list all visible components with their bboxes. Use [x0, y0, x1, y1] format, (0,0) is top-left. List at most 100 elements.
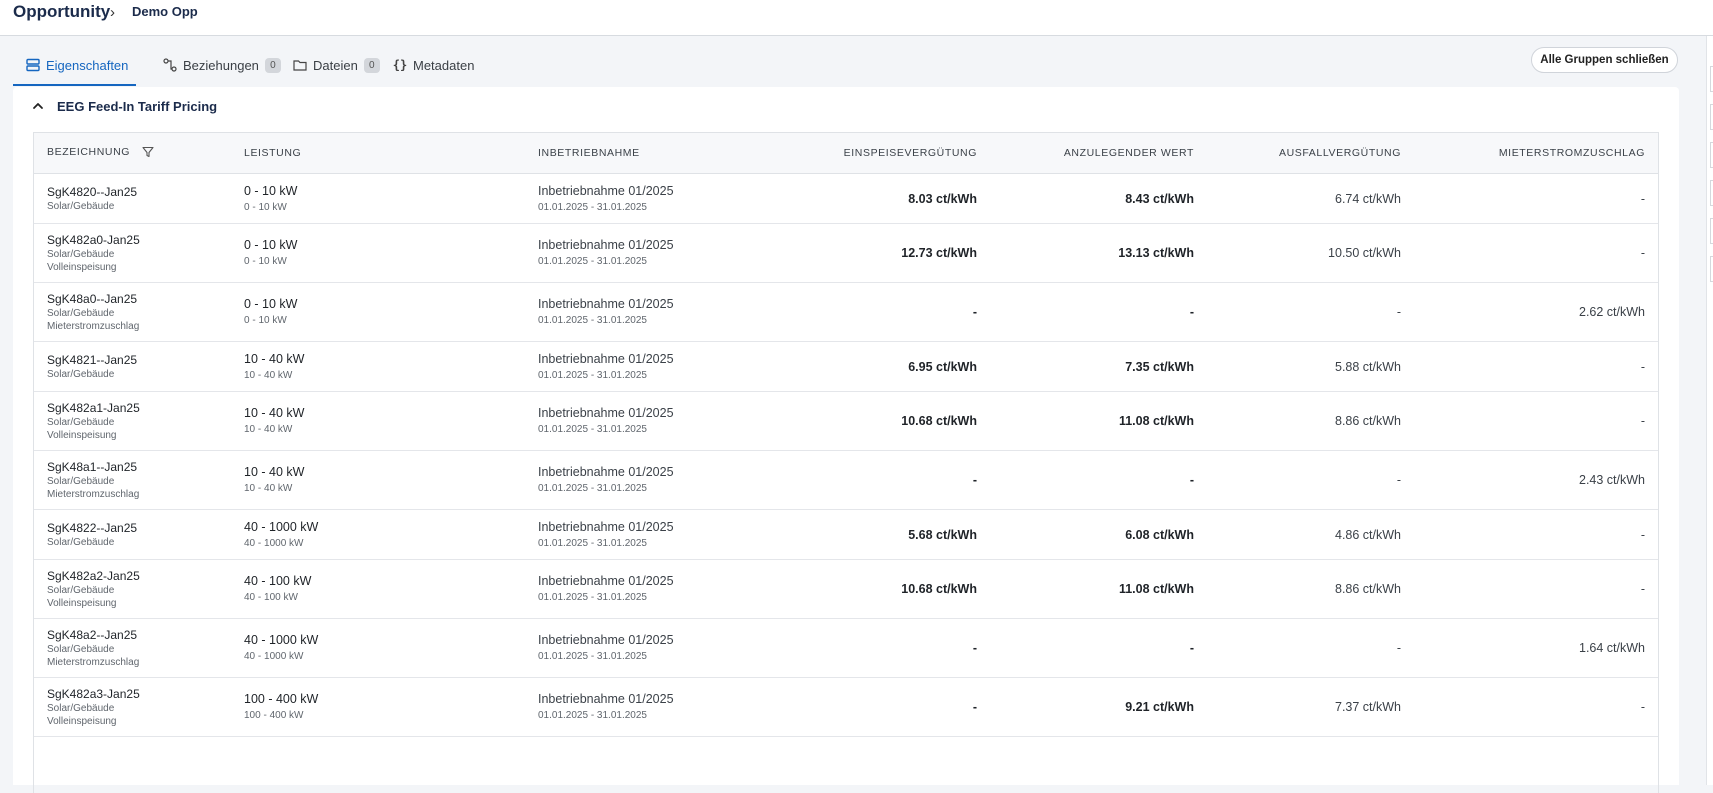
- outage-compensation-cell: 8.86 ct/kWh: [1207, 391, 1414, 451]
- power-range-sub: 40 - 100 kW: [244, 592, 298, 603]
- row-category: Solar/Gebäude: [47, 248, 115, 260]
- tab-dateien[interactable]: Dateien 0: [292, 44, 380, 86]
- table-row[interactable]: SgK48a2--Jan25 Solar/Gebäude Mieterstromzu…: [34, 618, 1658, 678]
- commission-cell: Inbetriebnahme 01/2025 01.01.2025 - 31.01…: [525, 391, 762, 451]
- commission-period: 01.01.2025 - 31.01.2025: [538, 369, 647, 381]
- name-cell: SgK48a1--Jan25 Solar/Gebäude Mieterstromzu…: [34, 450, 231, 510]
- power-range: 10 - 40 kW: [244, 351, 305, 366]
- tenant-surcharge-cell: -: [1414, 223, 1658, 283]
- table-row[interactable]: SgK48a0--Jan25 Solar/Gebäude Mieterstromzu…: [34, 282, 1658, 342]
- commission-cell: Inbetriebnahme 01/2025 01.01.2025 - 31.01…: [525, 173, 762, 224]
- outage-compensation-value: 5.88 ct/kWh: [1335, 359, 1401, 374]
- feed-in-tariff-cell: 6.95 ct/kWh: [762, 341, 990, 392]
- target-value-value: -: [1189, 473, 1194, 487]
- group-header[interactable]: EEG Feed-In Tariff Pricing: [31, 95, 217, 117]
- table-row[interactable]: SgK482a2-Jan25 Solar/Gebäude Volleinspeisu…: [34, 559, 1658, 619]
- feed-in-tariff-value: 5.68 ct/kWh: [908, 527, 977, 542]
- target-value-value: 9.21 ct/kWh: [1125, 700, 1194, 714]
- feed-in-tariff-value: 6.95 ct/kWh: [908, 359, 977, 374]
- tenant-surcharge-value: -: [1640, 359, 1645, 374]
- power-cell: 100 - 400 kW 100 - 400 kW: [231, 677, 525, 737]
- outage-compensation-cell: -: [1207, 282, 1414, 342]
- commission-period: 01.01.2025 - 31.01.2025: [538, 710, 647, 721]
- column-header-einspeiseverguetung[interactable]: EINSPEISEVERGÜTUNG: [762, 133, 990, 174]
- tab-label: Eigenschaften: [46, 57, 129, 73]
- target-value-cell: 13.13 ct/kWh: [990, 223, 1207, 283]
- side-tab[interactable]: [1710, 180, 1713, 206]
- power-range-sub: 0 - 10 kW: [244, 315, 287, 326]
- table-row[interactable]: SgK4822--Jan25 Solar/Gebäude 40 - 1000 kW 4…: [34, 509, 1658, 560]
- side-tab[interactable]: [1710, 256, 1713, 282]
- power-cell: 0 - 10 kW 0 - 10 kW: [231, 173, 525, 224]
- target-value-value: 8.43 ct/kWh: [1125, 191, 1194, 206]
- filter-icon[interactable]: [142, 146, 154, 161]
- outage-compensation-cell: -: [1207, 618, 1414, 678]
- table-header-row: BEZEICHNUNG LEISTUNG INBETRIEBNAHME EINS…: [34, 133, 1658, 174]
- side-tab[interactable]: [1710, 66, 1713, 92]
- table-row[interactable]: SgK482a0-Jan25 Solar/Gebäude Volleinspeisu…: [34, 223, 1658, 283]
- commission-label: Inbetriebnahme 01/2025: [538, 406, 674, 420]
- power-cell: 10 - 40 kW 10 - 40 kW: [231, 391, 525, 451]
- tab-eigenschaften[interactable]: Eigenschaften: [13, 44, 136, 86]
- commission-period: 01.01.2025 - 31.01.2025: [538, 315, 647, 326]
- power-range: 40 - 1000 kW: [244, 633, 319, 647]
- column-header-bezeichnung[interactable]: BEZEICHNUNG: [34, 133, 231, 174]
- feed-in-tariff-value: -: [972, 305, 977, 319]
- power-range: 40 - 100 kW: [244, 574, 312, 588]
- folder-icon: [292, 57, 308, 73]
- commission-label: Inbetriebnahme 01/2025: [538, 692, 674, 706]
- column-header-leistung[interactable]: LEISTUNG: [231, 133, 525, 174]
- name-cell: SgK4820--Jan25 Solar/Gebäude: [34, 173, 231, 224]
- row-category: Volleinspeisung: [47, 715, 117, 727]
- outage-compensation-cell: 6.74 ct/kWh: [1207, 173, 1414, 224]
- tenant-surcharge-value: -: [1640, 700, 1645, 714]
- tenant-surcharge-cell: 1.64 ct/kWh: [1414, 618, 1658, 678]
- target-value-value: 13.13 ct/kWh: [1118, 246, 1194, 260]
- power-range: 10 - 40 kW: [244, 406, 305, 420]
- column-header-mieterstromzuschlag[interactable]: MIETERSTROMZUSCHLAG: [1414, 133, 1658, 174]
- feed-in-tariff-cell: 10.68 ct/kWh: [762, 391, 990, 451]
- braces-icon: {}: [392, 58, 408, 72]
- table-row[interactable]: SgK48a1--Jan25 Solar/Gebäude Mieterstromzu…: [34, 450, 1658, 510]
- name-cell: SgK482a0-Jan25 Solar/Gebäude Volleinspeisu…: [34, 223, 231, 283]
- row-category: Solar/Gebäude: [47, 368, 115, 380]
- name-cell: SgK4822--Jan25 Solar/Gebäude: [34, 509, 231, 560]
- table-row[interactable]: SgK4821--Jan25 Solar/Gebäude 10 - 40 kW 10 …: [34, 341, 1658, 392]
- row-category: Solar/Gebäude: [47, 307, 115, 319]
- commission-cell: Inbetriebnahme 01/2025 01.01.2025 - 31.01…: [525, 509, 762, 560]
- tenant-surcharge-cell: -: [1414, 341, 1658, 392]
- feed-in-tariff-cell: 5.68 ct/kWh: [762, 509, 990, 560]
- target-value-cell: 8.43 ct/kWh: [990, 173, 1207, 224]
- close-all-groups-button[interactable]: Alle Gruppen schließen: [1531, 47, 1678, 73]
- target-value-cell: 7.35 ct/kWh: [990, 341, 1207, 392]
- column-header-inbetriebnahme[interactable]: INBETRIEBNAHME: [525, 133, 762, 174]
- feed-in-tariff-value: 12.73 ct/kWh: [901, 246, 977, 260]
- power-range-sub: 0 - 10 kW: [244, 201, 287, 213]
- tab-bar: Eigenschaften Beziehungen 0 Dateien 0 {}…: [13, 44, 613, 86]
- power-cell: 10 - 40 kW 10 - 40 kW: [231, 450, 525, 510]
- breadcrumb-root[interactable]: Opportunity: [13, 2, 111, 21]
- table-row[interactable]: SgK4820--Jan25 Solar/Gebäude 0 - 10 kW 0 - …: [34, 173, 1658, 224]
- tab-beziehungen[interactable]: Beziehungen 0: [162, 44, 281, 86]
- tab-metadaten[interactable]: {} Metadaten: [392, 44, 475, 86]
- tenant-surcharge-value: -: [1640, 527, 1645, 542]
- row-category: Solar/Gebäude: [47, 475, 115, 487]
- power-range-sub: 0 - 10 kW: [244, 256, 287, 267]
- side-tab[interactable]: [1710, 142, 1713, 168]
- row-name: SgK4820--Jan25: [47, 184, 138, 199]
- target-value-cell: 6.08 ct/kWh: [990, 509, 1207, 560]
- outage-compensation-value: 4.86 ct/kWh: [1335, 527, 1401, 542]
- side-tab[interactable]: [1710, 104, 1713, 130]
- power-range-sub: 10 - 40 kW: [244, 483, 293, 494]
- table-row[interactable]: SgK482a1-Jan25 Solar/Gebäude Volleinspeisu…: [34, 391, 1658, 451]
- target-value-value: 11.08 ct/kWh: [1118, 582, 1194, 596]
- column-header-ausfallverguetung[interactable]: AUSFALLVERGÜTUNG: [1207, 133, 1414, 174]
- row-category: Solar/Gebäude: [47, 536, 115, 548]
- side-tab[interactable]: [1710, 218, 1713, 244]
- outage-compensation-value: 7.37 ct/kWh: [1335, 700, 1401, 714]
- feed-in-tariff-value: 8.03 ct/kWh: [908, 191, 977, 206]
- power-cell: 10 - 40 kW 10 - 40 kW: [231, 341, 525, 392]
- column-header-anzulegender-wert[interactable]: ANZULEGENDER WERT: [990, 133, 1207, 174]
- commission-label: Inbetriebnahme 01/2025: [538, 238, 674, 252]
- table-row[interactable]: SgK482a3-Jan25 Solar/Gebäude Volleinspeisu…: [34, 677, 1658, 737]
